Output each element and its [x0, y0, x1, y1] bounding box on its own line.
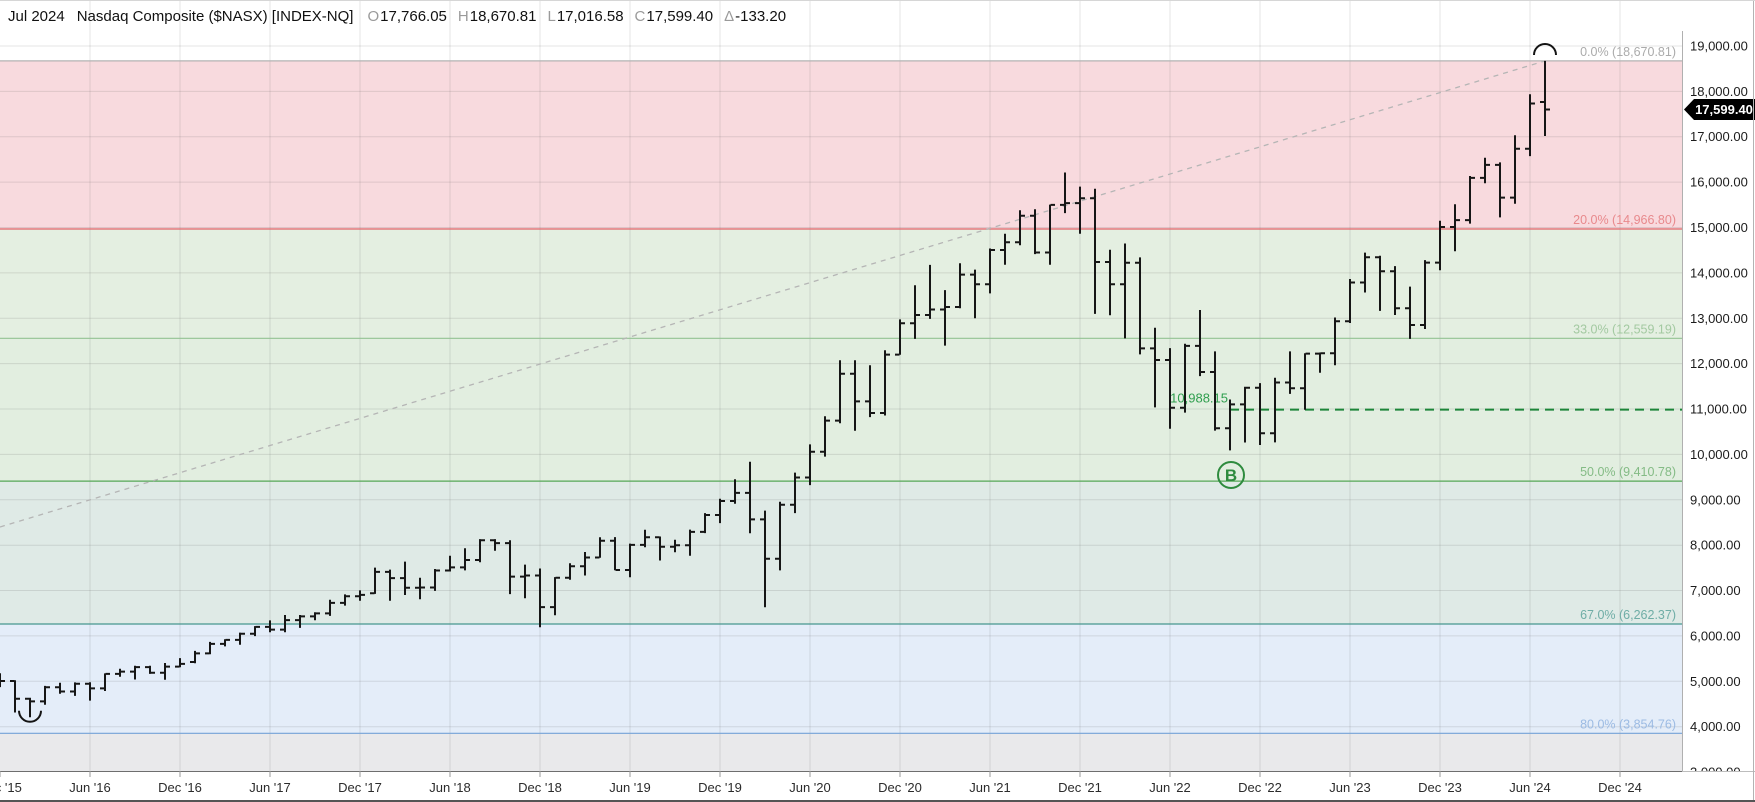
x-axis-label: Jun '24 — [1509, 780, 1551, 795]
fib-level-label: 33.0% (12,559.19) — [1573, 322, 1676, 336]
x-axis-label: Dec '18 — [518, 780, 562, 795]
fib-band-fills — [0, 60, 1682, 771]
x-axis-label: Jun '19 — [609, 780, 651, 795]
fib-level-label: 0.0% (18,670.81) — [1580, 45, 1676, 59]
x-axis-label: Jun '17 — [249, 780, 291, 795]
y-axis-label: 18,000.00 — [1690, 84, 1748, 99]
x-axis-label: Jun '23 — [1329, 780, 1371, 795]
header-symbol: Nasdaq Composite ($NASX) [INDEX-NQ] — [76, 7, 354, 25]
fib-band — [0, 481, 1682, 624]
fib-level-label: 67.0% (6,262.37) — [1580, 608, 1676, 622]
high-label: H — [457, 7, 469, 25]
x-axis-label: Jun '16 — [69, 780, 111, 795]
fib-band — [0, 733, 1682, 771]
open-value: 17,766.05 — [380, 7, 447, 25]
x-axis-label: Dec '17 — [338, 780, 382, 795]
y-axis-label: 19,000.00 — [1690, 39, 1748, 54]
fib-level-label: 80.0% (3,854.76) — [1580, 717, 1676, 731]
close-value: 17,599.40 — [646, 7, 714, 25]
x-axis-label: Jun '20 — [789, 780, 831, 795]
wave-b-label[interactable]: B — [1217, 461, 1245, 489]
header-high: H18,670.81 — [458, 8, 537, 25]
high-value: 18,670.81 — [469, 7, 537, 25]
x-axis-label: Dec '19 — [698, 780, 742, 795]
y-axis-label: 12,000.00 — [1690, 356, 1748, 371]
trendline[interactable] — [0, 60, 1546, 528]
svg-text:B: B — [1225, 466, 1237, 485]
y-axis-label: 14,000.00 — [1690, 265, 1748, 280]
x-axis-label: Dec '24 — [1598, 780, 1642, 795]
y-axis-label: 13,000.00 — [1690, 311, 1748, 326]
y-axis[interactable]: 19,000.00 18,000.00 17,000.00 16,000.00 15,0… — [1682, 1, 1755, 802]
x-axis-label: Jun '18 — [429, 780, 471, 795]
low-label: L — [547, 7, 556, 25]
change-value: -133.20 — [735, 7, 787, 25]
x-axis-label: Dec '20 — [878, 780, 922, 795]
open-label: O — [367, 7, 380, 25]
y-axis-label: 7,000.00 — [1690, 583, 1741, 598]
x-axis-label: Dec '15 — [0, 780, 22, 795]
header-change: Δ-133.20 — [724, 8, 786, 25]
y-axis-label: 4,000.00 — [1690, 719, 1741, 734]
close-label: C — [634, 7, 646, 25]
x-axis-label: Dec '16 — [158, 780, 202, 795]
fib-band — [0, 229, 1682, 339]
fib-level-label: 20.0% (14,966.80) — [1573, 213, 1676, 227]
arc-marker-low[interactable] — [18, 710, 42, 723]
last-price-badge: 17,599.40 — [1684, 99, 1755, 120]
x-axis-label: Dec '23 — [1418, 780, 1462, 795]
y-axis-label: 11,000.00 — [1690, 402, 1747, 417]
low-value: 17,016.58 — [556, 7, 624, 25]
fib-retracement-levels[interactable]: 0.0% (18,670.81) 20.0% (14,966.80) 33.0% (… — [0, 45, 1682, 734]
gridlines — [0, 1, 1682, 773]
y-axis-label: 10,000.00 — [1690, 447, 1748, 462]
header-open: O17,766.05 — [367, 8, 446, 25]
y-axis-label: 5,000.00 — [1690, 674, 1741, 689]
y-axis-label: 16,000.00 — [1690, 175, 1748, 190]
x-axis-label: Dec '22 — [1238, 780, 1282, 795]
header-date: Jul 2024 — [8, 7, 65, 25]
y-axis-label: 15,000.00 — [1690, 220, 1748, 235]
chart-header: Jul 2024 Nasdaq Composite ($NASX) [INDEX… — [0, 1, 797, 31]
chart-plot-area[interactable] — [0, 31, 1682, 771]
x-axis-label: Jun '22 — [1149, 780, 1191, 795]
arc-marker-high[interactable] — [1533, 43, 1557, 56]
svg-text:17,599.40: 17,599.40 — [1695, 102, 1753, 117]
x-axis-label: Jun '21 — [969, 780, 1011, 795]
fib-level-label: 50.0% (9,410.78) — [1580, 465, 1676, 479]
fib-band — [0, 60, 1682, 230]
header-low: L17,016.58 — [547, 8, 623, 25]
y-axis-label: 9,000.00 — [1690, 492, 1741, 507]
x-axis-label: Dec '21 — [1058, 780, 1102, 795]
y-axis-label: 17,000.00 — [1690, 129, 1748, 144]
ohlc-bars — [0, 60, 1550, 718]
y-axis-label: 8,000.00 — [1690, 538, 1741, 553]
change-delta-icon: Δ — [724, 7, 735, 25]
y-axis-label: 6,000.00 — [1690, 628, 1741, 643]
x-axis[interactable]: Dec '15 Jun '16 Dec '16 Jun '17 Dec '17 Jun '… — [0, 771, 1755, 802]
header-close: C17,599.40 — [635, 8, 714, 25]
fib-band — [0, 624, 1682, 734]
